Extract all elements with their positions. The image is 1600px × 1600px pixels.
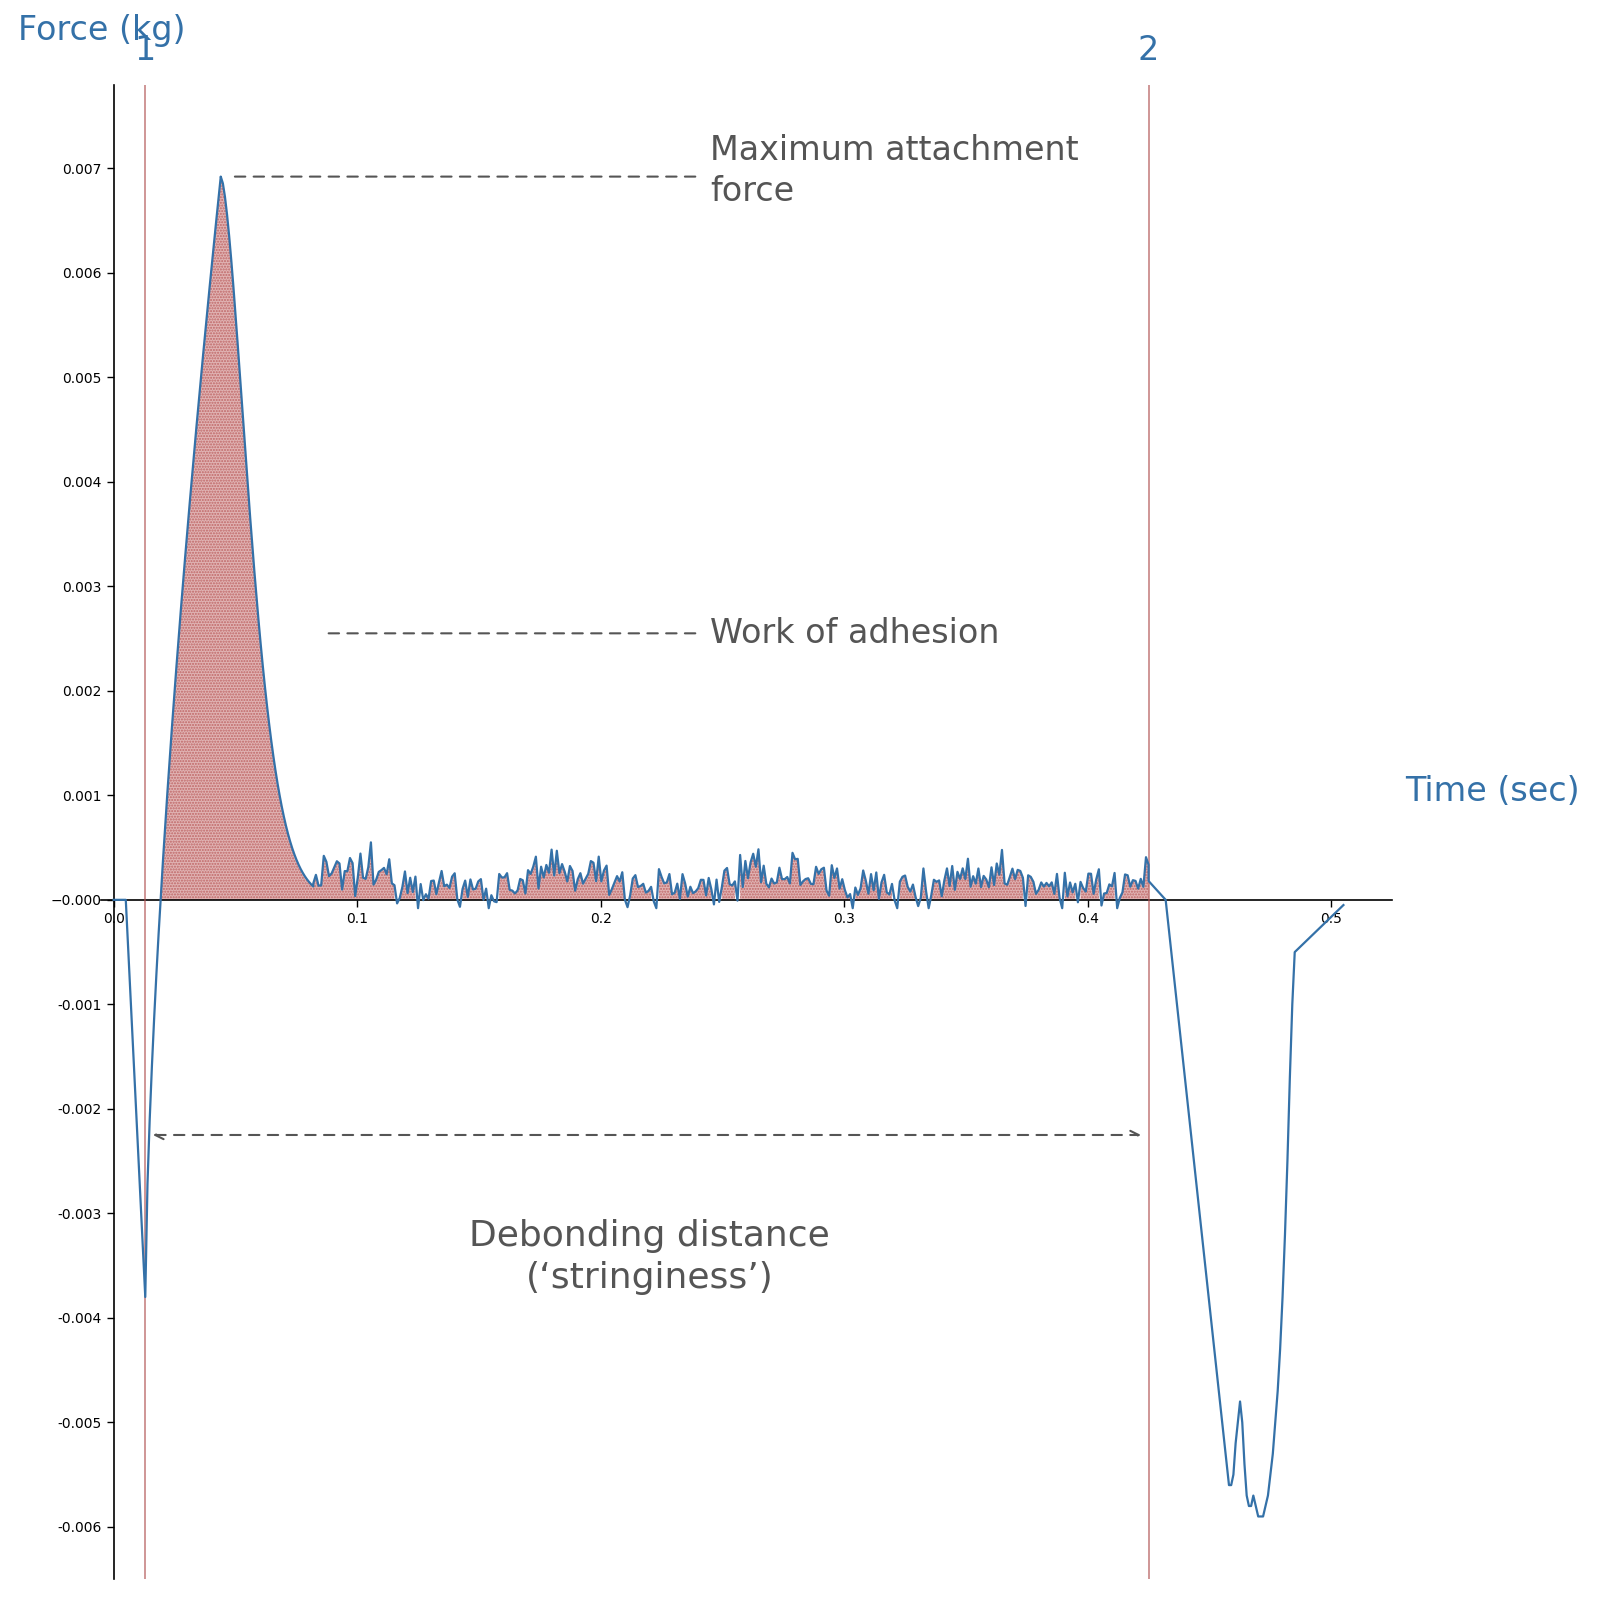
Text: Time (sec): Time (sec) <box>1405 774 1579 808</box>
Text: Work of adhesion: Work of adhesion <box>710 618 1000 650</box>
Text: 2: 2 <box>1138 34 1160 67</box>
Text: Force (kg): Force (kg) <box>18 14 186 48</box>
Text: Maximum attachment
force: Maximum attachment force <box>710 134 1078 208</box>
Text: 1: 1 <box>134 34 155 67</box>
Text: Debonding distance
(‘stringiness’): Debonding distance (‘stringiness’) <box>469 1219 830 1294</box>
